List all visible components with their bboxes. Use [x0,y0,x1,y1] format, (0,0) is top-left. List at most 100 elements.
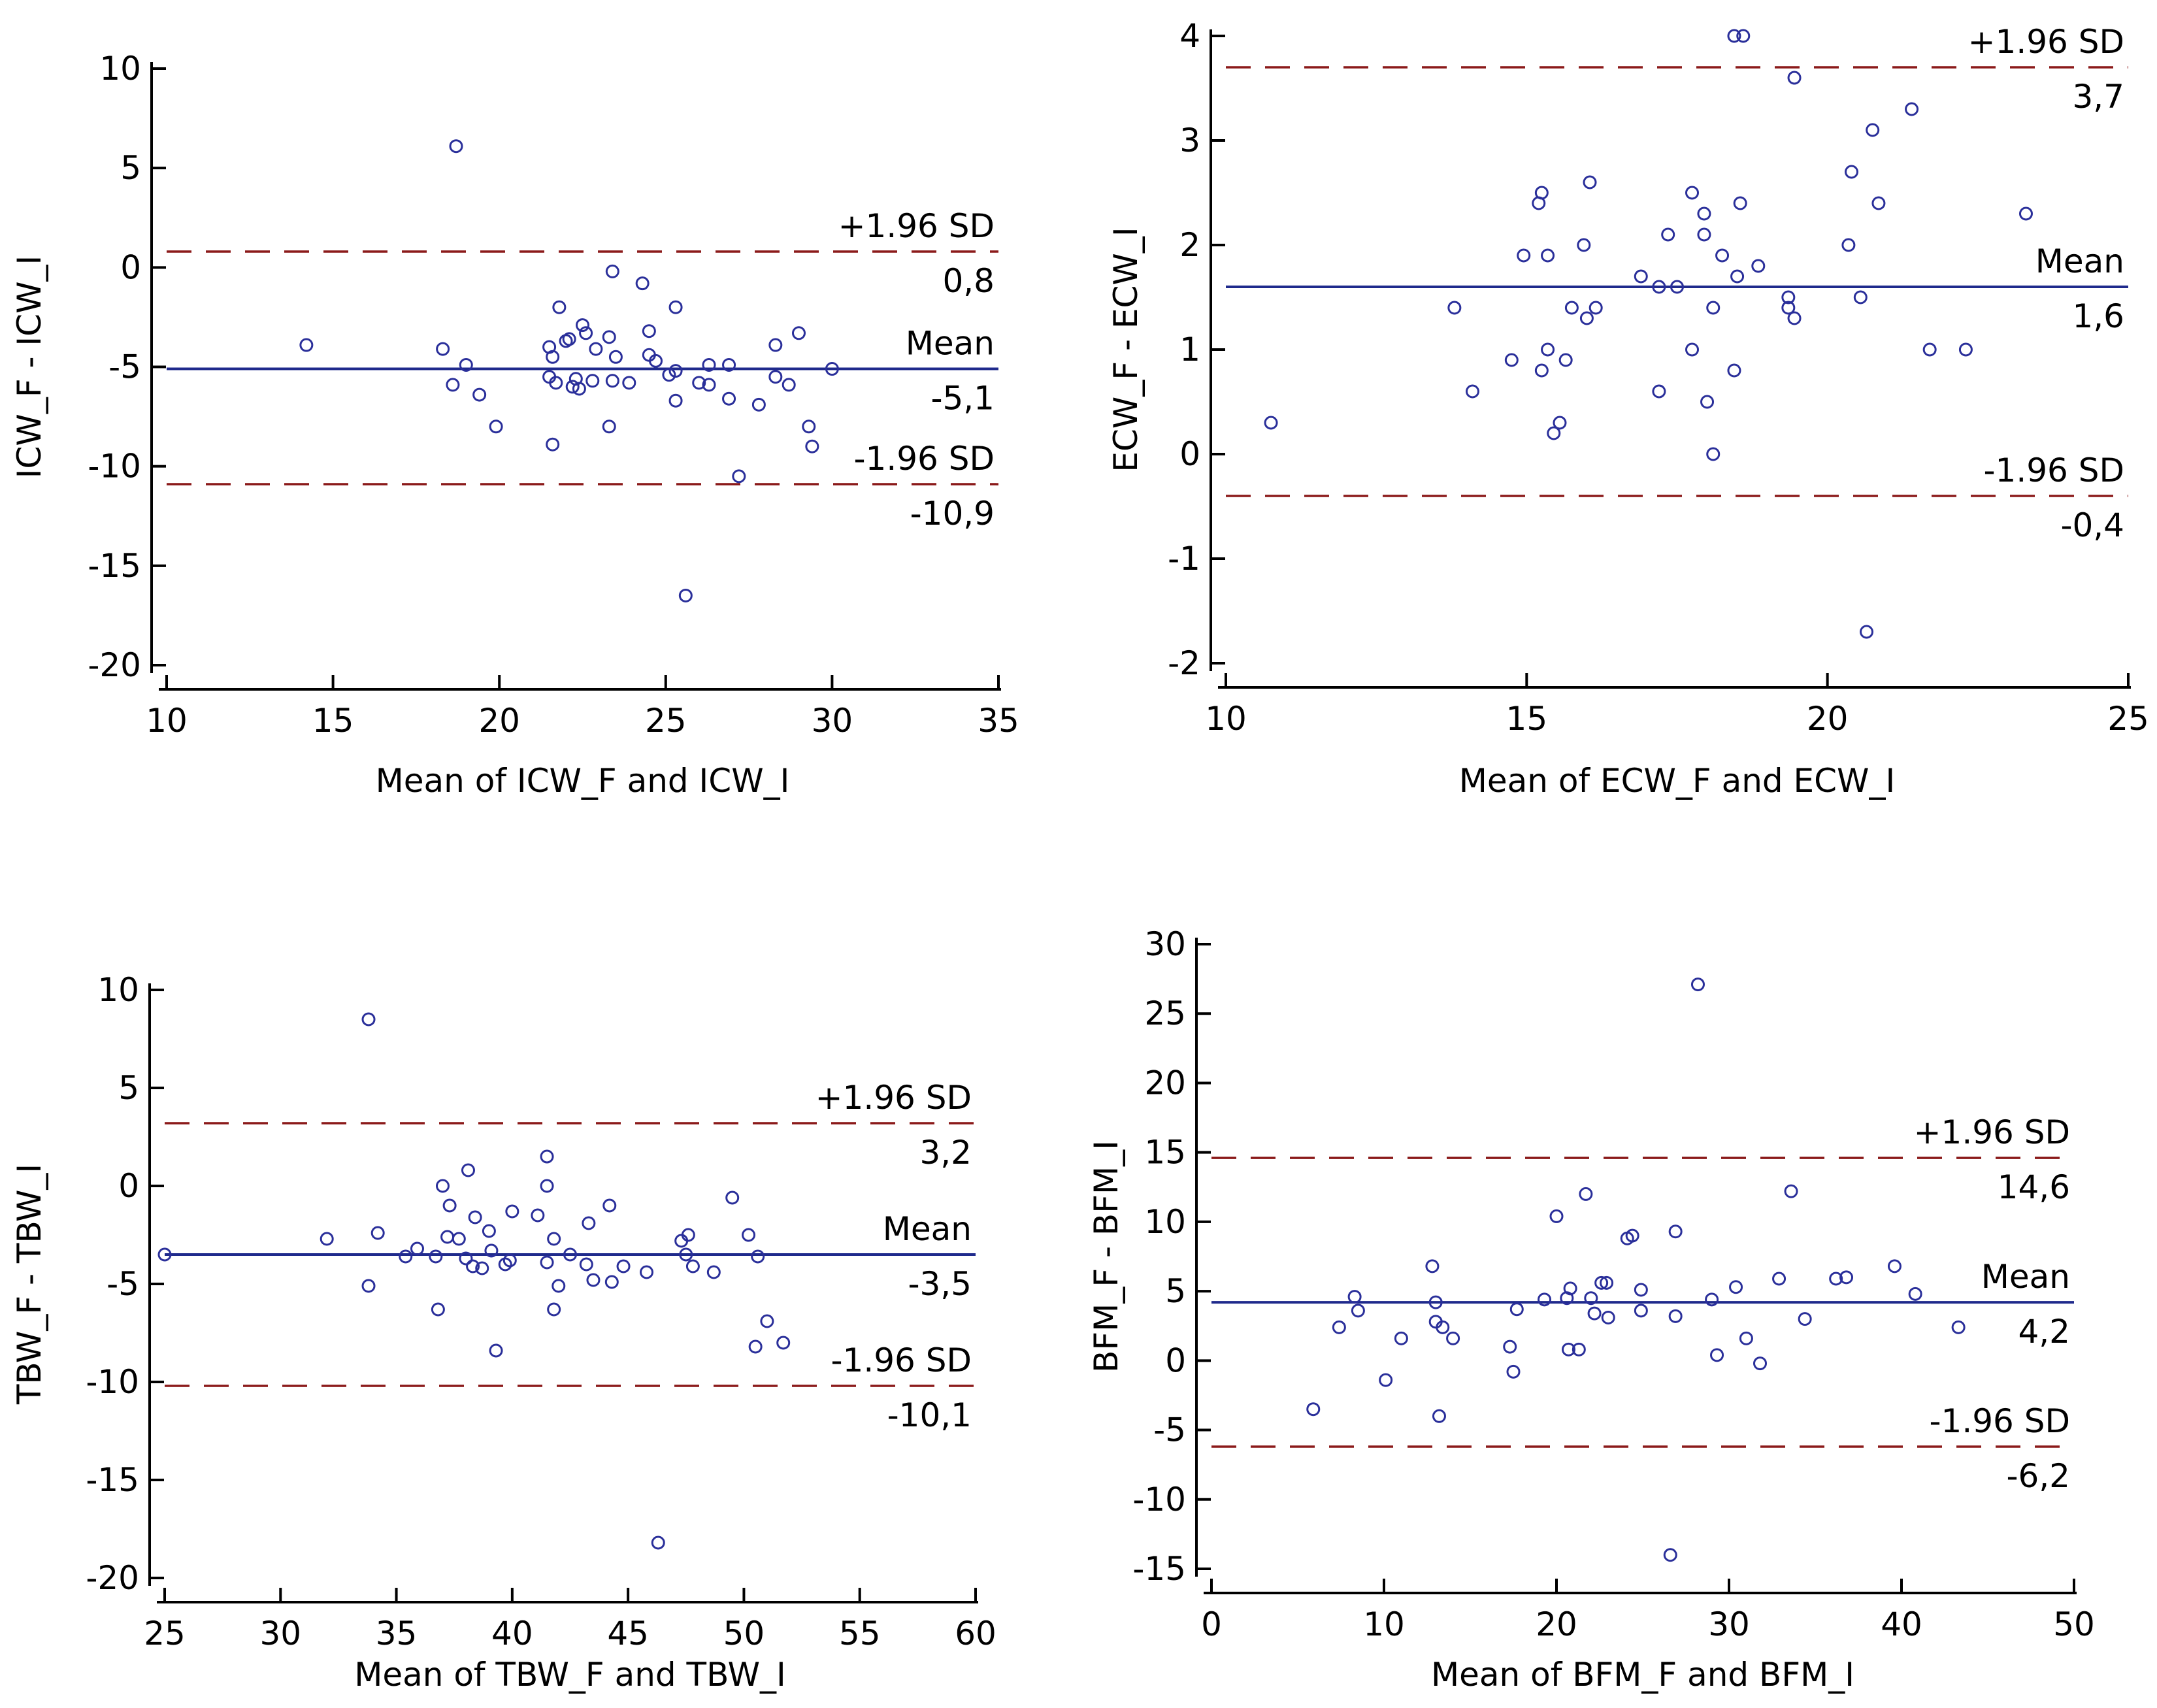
data-point [706,1265,721,1279]
data-point [1600,1275,1614,1290]
data-point [549,376,563,390]
data-point [1558,353,1573,367]
ref-line-label: -1.96 SD [1929,1402,2070,1440]
x-tick-label: 40 [1881,1605,1922,1643]
x-tick-label: 35 [376,1615,418,1652]
data-point [722,357,736,372]
data-point [579,326,593,340]
data-point [679,1247,693,1262]
data-point [1425,1259,1440,1273]
x-tick-label: 30 [1708,1605,1750,1643]
y-tick-label: 1 [1179,331,1200,369]
x-tick-label: 20 [478,702,520,740]
data-point [449,139,463,154]
data-point [1860,625,1874,639]
y-axis-title: ICW_F - ICW_I [10,255,48,479]
data-point [1332,1320,1346,1334]
data-point [1841,238,1856,252]
data-point [1705,1292,1719,1307]
data-point [776,1336,791,1350]
ref-line-label: +1.96 SD [815,1079,972,1117]
y-tick-label: 2 [1179,226,1200,264]
data-point [692,376,706,390]
data-point [552,300,567,314]
data-point [1844,165,1858,179]
data-point [1951,1320,1966,1334]
data-point [1697,227,1711,242]
x-axis-title: Mean of TBW_F and TBW_I [354,1656,786,1694]
x-tick-label: 60 [955,1615,996,1652]
y-tick-label: 10 [99,50,141,88]
data-point [1583,175,1597,189]
y-axis-title: ECW_F - ECW_I [1107,227,1145,472]
data-point [1784,1184,1798,1198]
data-point [489,419,503,434]
data-point [546,437,560,452]
data-point [1652,384,1666,399]
data-point [685,1259,700,1273]
data-point [563,1247,577,1262]
data-point [1541,248,1555,263]
data-point [825,362,839,376]
data-point [547,1302,561,1317]
data-point [1447,301,1462,315]
x-tick-label: 25 [2107,700,2149,738]
data-point [722,391,736,406]
y-tick-label: -1 [1168,540,1200,578]
data-point [466,1259,480,1273]
data-point [475,1261,489,1275]
data-point [1547,426,1561,440]
ref-line-label: -1.96 SD [1983,452,2124,489]
data-point [1584,1291,1598,1306]
data-point [1549,1209,1564,1223]
x-tick-label: 20 [1807,700,1849,738]
data-point [1347,1290,1362,1304]
data-point [805,439,819,453]
y-tick-label: 5 [118,1069,139,1107]
data-point [1446,1331,1460,1345]
data-point [1727,363,1741,378]
chart-bfm: 30 25 20 15 10 5 0 -5 -10 -15 0 10 20 30 40 50 Mean of B… [1078,849,2157,1708]
data-point [702,357,716,372]
data-point [791,326,806,340]
data-point [436,342,450,356]
data-point [1922,342,1937,357]
chart-icw: 10 5 0 -5 -10 -15 -20 10 15 20 25 30 35 Mean of ICW_F… [0,0,1078,849]
data-point [547,1232,561,1246]
data-point [1727,29,1741,43]
data-point [1781,290,1796,304]
data-point [562,332,576,346]
y-axis-title: BFM_F - BFM_I [1087,1140,1125,1373]
data-point [585,374,600,388]
data-point [1706,301,1721,315]
data-point [1589,301,1603,315]
data-point [1579,1187,1593,1201]
x-axis-title: Mean of BFM_F and BFM_I [1431,1656,1854,1694]
data-point [1706,447,1721,461]
data-point [1264,416,1278,430]
data-point [1351,1304,1365,1318]
data-point [616,1259,631,1273]
data-point [157,1247,172,1262]
data-point [410,1241,424,1256]
data-point [1563,1281,1577,1296]
y-tick-label: -5 [1153,1411,1186,1449]
data-point [459,357,473,372]
data-point [1781,301,1796,315]
y-tick-label: 0 [1179,435,1200,473]
ref-line-value: 1,6 [2072,297,2124,335]
data-point [1668,1224,1683,1239]
y-tick-label: -20 [86,1559,139,1597]
y-tick-label: -15 [88,547,141,585]
y-tick-label: 15 [1144,1134,1186,1172]
ref-line-value: -5,1 [930,380,995,418]
data-point [589,342,603,356]
data-point [546,350,560,364]
ref-line-value: 3,7 [2072,78,2124,116]
x-tick-label: 25 [645,702,687,740]
data-point [768,370,783,384]
data-point [760,1314,774,1328]
data-point [662,368,676,382]
y-tick-label: 5 [1165,1272,1186,1310]
